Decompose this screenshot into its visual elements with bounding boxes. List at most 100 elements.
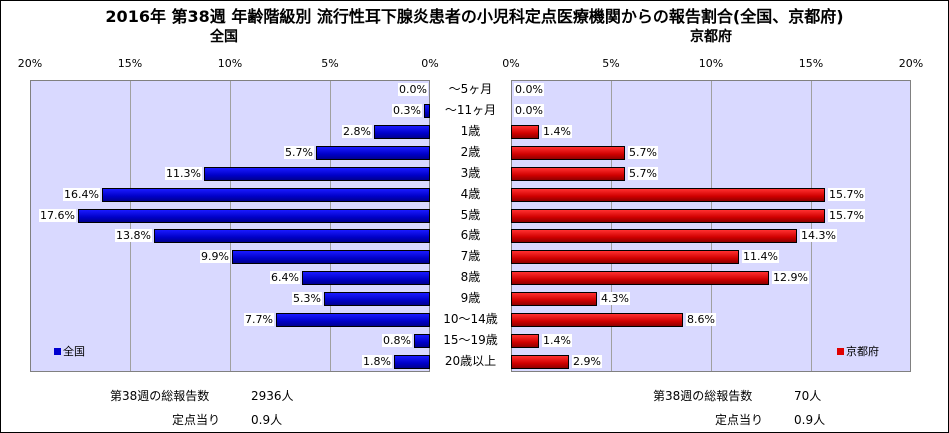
right-bar	[511, 354, 569, 369]
left-tick-label: 15%	[117, 57, 143, 70]
right-per-value: 0.9人	[794, 413, 826, 427]
left-panel-title: 全国	[210, 29, 238, 45]
right-bar	[511, 125, 539, 140]
category-label: 2歳	[460, 145, 481, 159]
left-bar	[316, 146, 430, 160]
right-gridline	[811, 81, 812, 371]
left-value-label: 1.8%	[362, 354, 392, 368]
right-value-label: 12.9%	[772, 271, 809, 285]
right-bar	[511, 312, 683, 327]
left-value-label: 16.4%	[63, 187, 100, 201]
left-total-value: 2936人	[251, 389, 294, 403]
left-per-label: 定点当り	[172, 413, 221, 427]
right-total-value: 70人	[794, 389, 822, 403]
category-label: 9歳	[460, 291, 481, 305]
category-label: ～11ヶ月	[444, 103, 497, 118]
right-value-label: 2.9%	[572, 354, 602, 368]
left-gridline	[130, 81, 131, 371]
right-per-label: 定点当り	[715, 413, 764, 427]
right-bar	[511, 187, 825, 202]
left-bar	[374, 125, 430, 140]
right-value-label: 0.0%	[514, 83, 544, 97]
left-value-label: 5.3%	[292, 292, 322, 305]
left-value-label: 17.6%	[39, 208, 76, 222]
right-bar	[511, 250, 739, 265]
left-value-label: 0.8%	[382, 333, 412, 347]
left-per-value: 0.9人	[251, 413, 283, 427]
right-bar	[511, 229, 797, 244]
left-bar	[424, 104, 430, 119]
right-value-label: 14.3%	[800, 229, 837, 243]
left-bar	[302, 271, 430, 286]
left-value-label: 2.8%	[342, 125, 372, 139]
right-legend-swatch	[837, 347, 844, 355]
left-bar	[78, 208, 430, 223]
left-bar	[204, 166, 430, 181]
left-value-label: 7.7%	[244, 312, 274, 326]
category-label: 3歳	[460, 165, 481, 180]
left-bar	[102, 187, 430, 202]
right-legend: 京都府	[837, 343, 879, 359]
category-label: 1歳	[460, 124, 481, 139]
left-gridline	[230, 81, 231, 371]
left-bar	[154, 229, 430, 244]
right-bar	[511, 271, 769, 286]
right-total-label: 第38週の総報告数	[653, 389, 753, 403]
category-label: 10～14歳	[443, 311, 498, 326]
left-value-label: 13.8%	[115, 229, 152, 243]
right-tick-label: 0%	[502, 57, 520, 70]
left-value-label: 11.3%	[165, 166, 202, 180]
right-value-label: 5.7%	[628, 166, 658, 180]
left-legend: 全国	[54, 343, 85, 359]
left-value-label: 0.0%	[398, 83, 428, 97]
left-bar	[414, 333, 430, 348]
left-bar	[276, 312, 430, 327]
right-tick-label: 10%	[698, 57, 724, 70]
left-total-label: 第38週の総報告数	[110, 389, 210, 403]
category-label: 7歳	[460, 249, 481, 264]
left-legend-label: 全国	[63, 345, 85, 358]
right-value-label: 5.7%	[628, 146, 658, 159]
category-label: 20歳以上	[444, 353, 497, 368]
chart-title: 2016年 第38週 年齢階級別 流行性耳下腺炎患者の小児科定点医療機関からの報…	[105, 7, 844, 26]
category-label: 8歳	[460, 270, 481, 285]
left-value-label: 6.4%	[270, 271, 300, 285]
right-value-label: 11.4%	[742, 250, 779, 264]
left-plot-area	[30, 80, 430, 372]
left-tick-label: 0%	[421, 57, 439, 70]
right-plot-area	[511, 80, 911, 372]
right-gridline	[611, 81, 612, 371]
left-legend-swatch	[54, 347, 61, 355]
left-tick-label: 10%	[217, 57, 243, 70]
right-gridline	[711, 81, 712, 371]
right-bar	[511, 208, 825, 223]
category-label: ～5ヶ月	[448, 82, 493, 97]
left-gridline	[330, 81, 331, 371]
right-tick-label: 5%	[602, 57, 620, 70]
left-value-label: 9.9%	[200, 250, 230, 264]
category-label: 4歳	[460, 186, 481, 201]
right-value-label: 15.7%	[828, 208, 865, 222]
right-legend-label: 京都府	[846, 345, 879, 358]
right-bar	[511, 292, 597, 306]
right-value-label: 15.7%	[828, 187, 865, 201]
left-bar	[394, 354, 430, 369]
right-value-label: 4.3%	[600, 292, 630, 305]
right-tick-label: 15%	[798, 57, 824, 70]
right-value-label: 1.4%	[542, 125, 572, 139]
right-value-label: 0.0%	[514, 104, 544, 118]
left-bar	[324, 292, 430, 306]
right-bar	[511, 166, 625, 181]
right-bar	[511, 146, 625, 160]
left-tick-label: 20%	[17, 57, 43, 70]
left-bar	[232, 250, 430, 265]
category-label: 5歳	[460, 207, 481, 222]
right-tick-label: 20%	[898, 57, 924, 70]
right-panel-title: 京都府	[690, 29, 732, 45]
right-value-label: 1.4%	[542, 333, 572, 347]
right-bar	[511, 333, 539, 348]
category-label: 15～19歳	[443, 332, 498, 347]
left-tick-label: 5%	[321, 57, 339, 70]
left-value-label: 0.3%	[392, 104, 422, 118]
left-value-label: 5.7%	[284, 146, 314, 159]
